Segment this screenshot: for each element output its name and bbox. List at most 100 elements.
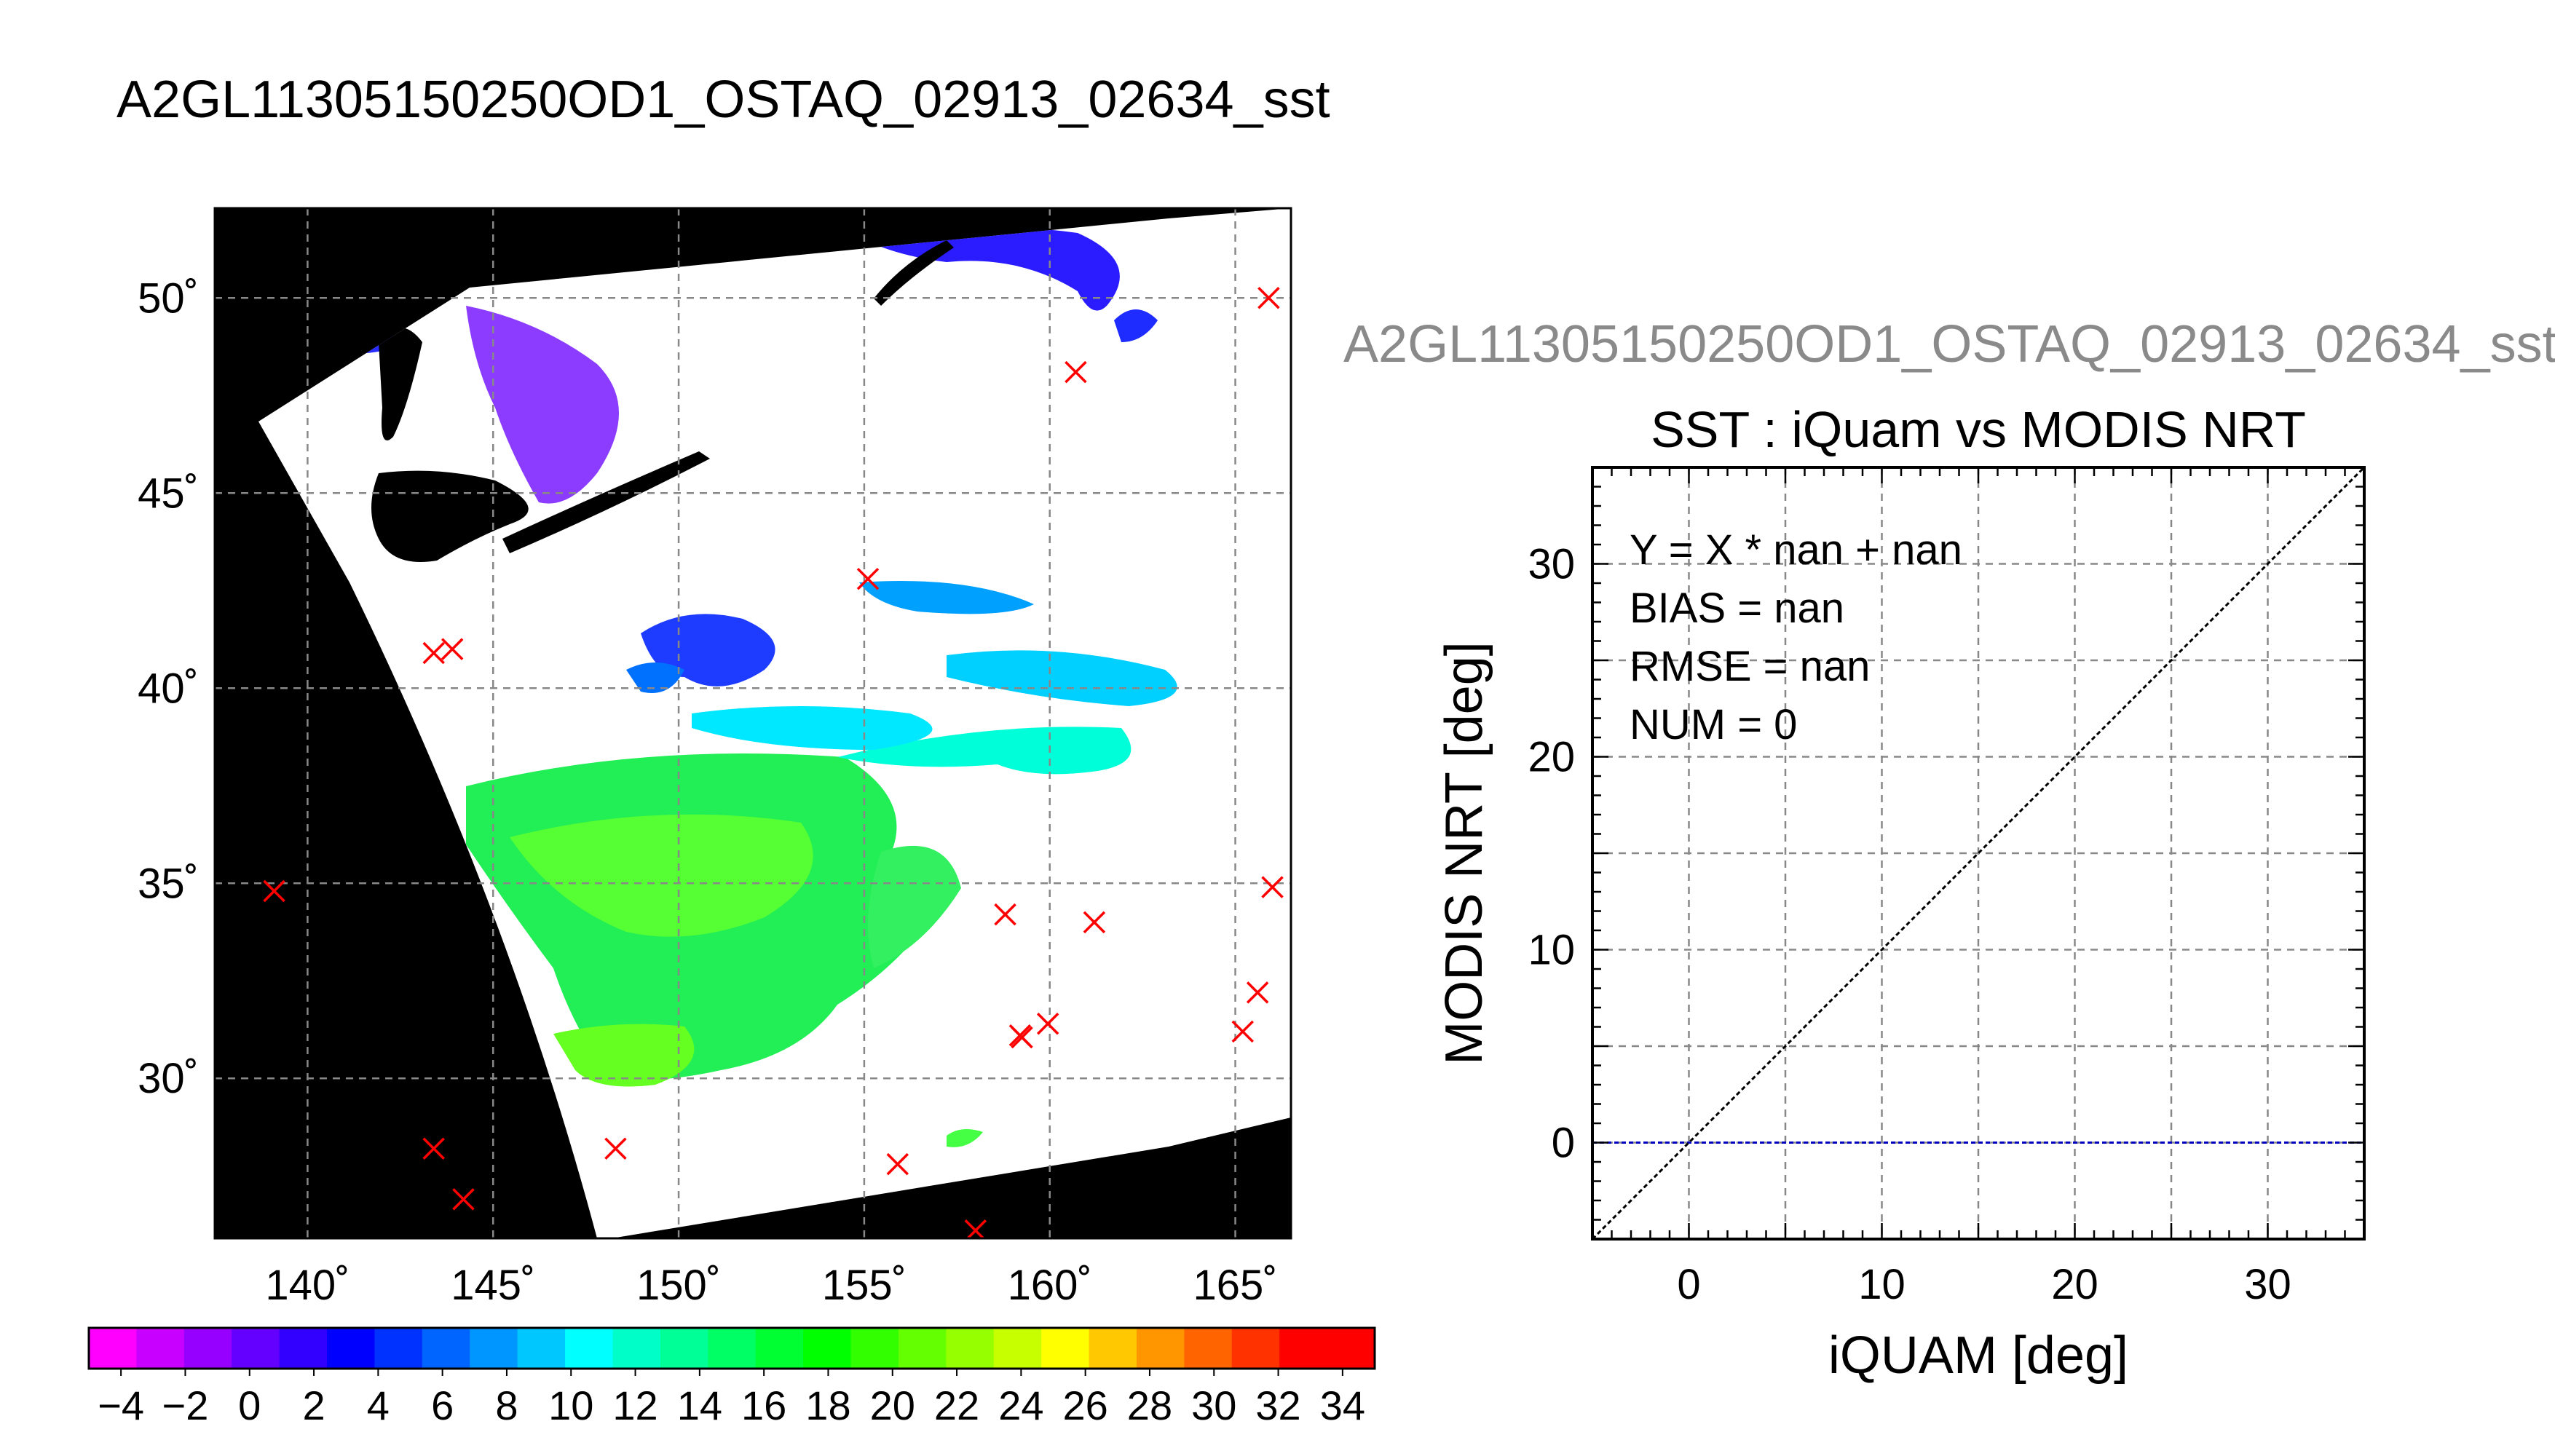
matchup-marker	[1011, 1026, 1033, 1049]
matchup-marker-stroke	[452, 1188, 475, 1211]
map-x-tick-label: 150˚	[636, 1262, 721, 1309]
colorbar-tick-label: 18	[805, 1382, 850, 1428]
colorbar-tick-label: 6	[431, 1382, 454, 1428]
colorbar-tick-label: 2	[302, 1382, 325, 1428]
matchup-marker-stroke	[1011, 1026, 1033, 1049]
matchup-marker	[886, 1152, 909, 1176]
colorbar-swatch	[565, 1328, 614, 1369]
colorbar-tick-label: 16	[741, 1382, 786, 1428]
scatter-y-tick-label: 10	[1528, 927, 1575, 974]
colorbar-swatch	[850, 1328, 899, 1369]
scatter-title: SST : iQuam vs MODIS NRT	[1651, 401, 2306, 458]
colorbar-tick-label: 22	[934, 1382, 979, 1428]
matchup-marker	[263, 879, 285, 903]
colorbar-tick-label: 4	[367, 1382, 390, 1428]
matchup-marker	[441, 638, 464, 660]
colorbar-swatch	[470, 1328, 518, 1369]
matchup-marker-stroke	[1065, 360, 1087, 384]
scatter-stats-line: Y = X * nan + nan	[1630, 526, 1962, 574]
matchup-marker	[1036, 1012, 1059, 1035]
map-y-tick-label: 30˚	[138, 1055, 199, 1102]
scatter-y-tick-label: 30	[1528, 541, 1575, 588]
sst-patch-cyan-north	[947, 650, 1177, 706]
colorbar-swatch	[993, 1328, 1042, 1369]
sst-patch-blue-strip	[859, 581, 1034, 614]
colorbar-swatch	[1279, 1328, 1328, 1369]
map-y-tick-label: 45˚	[138, 470, 199, 517]
colorbar-tick-label: 20	[870, 1382, 915, 1428]
land-kurils-south	[502, 451, 710, 553]
colorbar-tick-label: 0	[238, 1382, 261, 1428]
colorbar-swatch	[612, 1328, 661, 1369]
scatter-x-tick-label: 0	[1677, 1261, 1700, 1308]
colorbar: −4 −2 0 2 4 6 8 10 12 14 16 18 20 22 24 26 28 30 32 34	[87, 1326, 1376, 1428]
matchup-marker	[1083, 911, 1106, 934]
map-grid	[215, 208, 1291, 1238]
sst-patch-north-blue-2	[1114, 309, 1158, 342]
map-y-tick-label: 35˚	[138, 860, 199, 907]
matchup-marker	[422, 641, 445, 665]
colorbar-swatch	[1041, 1328, 1090, 1369]
matchup-marker-stroke	[856, 567, 880, 590]
matchup-marker	[422, 1137, 445, 1160]
scatter-file-label: A2GL11305150250OD1_OSTAQ_02913_02634_sst	[1343, 315, 2555, 373]
matchup-marker	[994, 903, 1016, 926]
matchup-marker-stroke	[1231, 1020, 1254, 1043]
map-y-tick-label: 50˚	[138, 274, 199, 322]
colorbar-swatch	[1231, 1328, 1280, 1369]
matchup-marker	[1261, 876, 1284, 898]
sst-patch-violet	[466, 306, 619, 504]
scatter-x-axis-label: iQUAM [deg]	[1828, 1326, 2128, 1385]
land-kamchatka	[874, 240, 954, 306]
matchup-marker	[604, 1137, 627, 1160]
matchup-marker-stroke	[886, 1152, 909, 1176]
sst-patch-blue-edge	[626, 662, 684, 693]
scatter-x-tick-label: 30	[2244, 1261, 2291, 1308]
scatter-x-tick-label: 10	[1858, 1261, 1906, 1308]
page-title: A2GL11305150250OD1_OSTAQ_02913_02634_sst	[117, 71, 1330, 129]
colorbar-swatch	[374, 1328, 423, 1369]
matchup-marker-stroke	[441, 638, 464, 660]
sst-patch-north-blue	[852, 226, 1120, 311]
map-frame	[213, 207, 1292, 1240]
matchup-marker-stroke	[604, 1137, 627, 1160]
colorbar-swatch	[660, 1328, 709, 1369]
colorbar-swatch	[232, 1328, 280, 1369]
land-sakhalin	[379, 328, 422, 440]
matchup-marker	[1065, 360, 1087, 384]
map-plot-area	[215, 208, 1291, 1238]
sst-patch-speck	[947, 1129, 983, 1147]
map-x-tick-label: 140˚	[265, 1262, 350, 1309]
colorbar-frame	[87, 1326, 1376, 1370]
map-x-tick-label: 160˚	[1008, 1262, 1092, 1309]
scatter-y-tick-label: 20	[1528, 734, 1575, 781]
colorbar-swatch	[517, 1328, 566, 1369]
sst-patch-cyan-mid	[692, 706, 933, 750]
sst-field	[328, 226, 1177, 1147]
map-x-tick-label: 165˚	[1193, 1262, 1278, 1309]
scatter-stats-line: BIAS = nan	[1630, 585, 1844, 632]
colorbar-tick-label: 32	[1255, 1382, 1300, 1428]
matchup-marker	[452, 1188, 475, 1211]
colorbar-tick-label: −4	[98, 1382, 144, 1428]
matchup-marker-stroke	[422, 1137, 445, 1160]
colorbar-tick-label: 34	[1320, 1382, 1365, 1428]
map-x-tick-label: 145˚	[451, 1262, 535, 1309]
colorbar-swatch	[1184, 1328, 1233, 1369]
colorbar-swatch	[89, 1328, 138, 1369]
colorbar-swatch	[422, 1328, 471, 1369]
matchup-marker-stroke	[422, 641, 445, 665]
colorbar-tick-label: 30	[1191, 1382, 1236, 1428]
matchup-marker-stroke	[1257, 287, 1280, 309]
sst-patch-cyan-east	[837, 727, 1132, 775]
map-x-tick-label: 155˚	[822, 1262, 907, 1309]
colorbar-swatch	[898, 1328, 947, 1369]
map-y-tick-label: 40˚	[138, 665, 199, 712]
colorbar-tick-label: 26	[1063, 1382, 1108, 1428]
sst-patch-east	[868, 845, 961, 968]
colorbar-swatch	[1327, 1328, 1375, 1369]
scatter-y-tick-label: 0	[1552, 1120, 1575, 1167]
colorbar-tick-label: 10	[548, 1382, 593, 1428]
matchup-marker	[856, 567, 880, 590]
